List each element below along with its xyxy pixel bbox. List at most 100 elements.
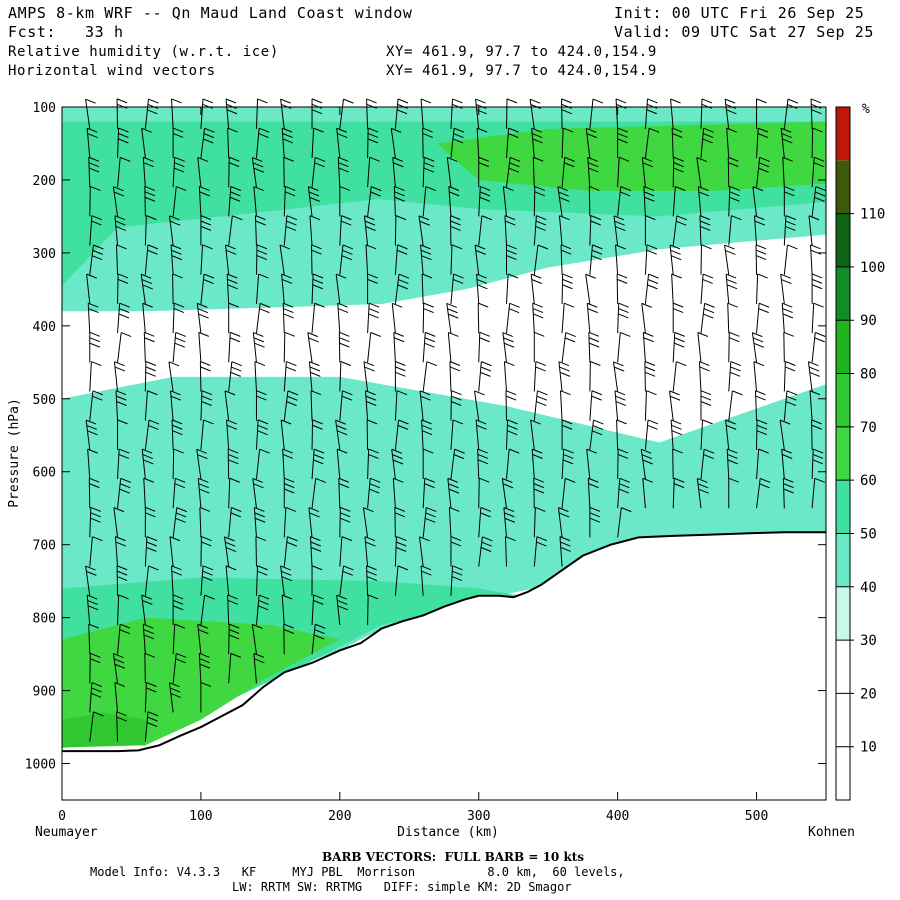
wind-barb [367,303,370,334]
wind-barb-feather [587,162,599,168]
wind-barb-feather [729,185,740,191]
wind-barb-feather [119,488,130,494]
wind-barb [89,186,91,217]
wind-barb-feather [116,244,127,250]
wind-barb-feather [558,507,569,513]
wind-barb-feather [142,284,153,290]
wind-barb [144,361,147,392]
wind-barb-feather [757,273,768,279]
wind-barb [419,390,424,421]
wind-barb-feather [561,249,572,255]
wind-barb-feather [196,448,207,454]
terrain-surface-line [62,531,826,753]
wind-barb-feather [729,331,740,337]
wind-barb-feather [424,517,436,523]
wind-barb [671,273,674,304]
wind-barb [589,244,593,275]
wind-barb [228,186,232,217]
wind-barb-feather [702,273,714,279]
wind-barb-feather [366,570,377,576]
wind-barb-feather [282,454,294,459]
wind-barb-feather [589,512,601,518]
wind-barb [478,478,480,509]
wind-barb-feather [619,483,630,489]
wind-barb [311,624,316,655]
wind-barb [422,186,427,217]
wind-barb [811,128,814,159]
wind-barb-feather [533,488,545,494]
wind-barb-feather [561,419,573,425]
wind-barb-feather [307,332,319,338]
wind-barb-feather [503,342,515,348]
wind-barb-feather [782,138,793,144]
wind-barb-feather [198,629,209,635]
wind-barb-feather [426,361,438,367]
wind-barb-feather [119,308,130,314]
wind-barb-feather [143,634,155,640]
wind-barb-feather [701,98,713,104]
wind-barb [727,157,730,188]
wind-barb-feather [506,249,517,255]
colorbar-segment [836,533,850,587]
wind-barb-feather [258,133,269,139]
wind-barb [394,244,398,275]
wind-barb-feather [756,419,768,425]
wind-barb [255,449,261,480]
wind-barb-feather [591,395,602,401]
wind-barb-feather [200,366,211,372]
wind-barb-feather [676,220,687,226]
wind-barb-feather [563,454,574,459]
wind-barb-feather [781,133,792,139]
wind-barb-feather [480,512,491,518]
wind-barb-feather [642,477,653,483]
wind-barb [172,507,178,538]
wind-barb-feather [617,278,628,284]
wind-barb [308,507,313,538]
wind-barb-feather [228,302,239,308]
wind-barb-feather [199,506,211,512]
wind-barb-feather [419,390,431,396]
wind-barb [198,332,202,363]
wind-barb-feather [648,273,659,279]
wind-barb [644,98,649,129]
wind-barb-feather [476,127,488,133]
wind-barb [283,361,287,392]
wind-barb-feather [752,332,763,338]
wind-barb-feather [370,332,381,337]
wind-barb [506,157,511,188]
wind-barb-feather [447,157,458,162]
wind-barb-feather [756,98,767,104]
wind-barb-feather [812,448,824,454]
wind-barb-feather [281,278,293,284]
wind-barb-feather [255,215,266,221]
wind-barb-feather [90,692,102,698]
wind-barb-feather [199,185,210,191]
wind-barb-feather [257,430,268,436]
wind-barb-feather [364,366,375,372]
wind-barb-feather [730,361,742,367]
wind-barb-feather [759,156,770,162]
wind-barb-feather [203,133,215,139]
wind-barb-feather [476,424,487,430]
wind-barb-feather [224,536,235,542]
wind-barb-feather [173,448,184,454]
wind-barb-feather [452,419,464,425]
wind-barb-feather [254,361,266,367]
wind-barb [141,595,146,625]
wind-barb-feather [87,430,98,436]
wind-barb-feather [148,419,160,425]
wind-barb-feather [560,390,571,396]
wind-barb-feather [144,185,156,191]
wind-barb-feather [643,331,654,337]
wind-barb [561,332,567,363]
wind-barb-feather [368,448,379,454]
wind-barb-feather [536,541,547,547]
wind-barb-feather [642,162,654,168]
wind-barb-feather [699,215,711,221]
wind-barb-feather [172,273,183,279]
wind-barb-feather [147,103,159,109]
wind-barb [252,332,257,363]
wind-barb-feather [143,629,154,635]
wind-barb-feather [783,483,794,489]
wind-barb-feather [449,191,460,197]
